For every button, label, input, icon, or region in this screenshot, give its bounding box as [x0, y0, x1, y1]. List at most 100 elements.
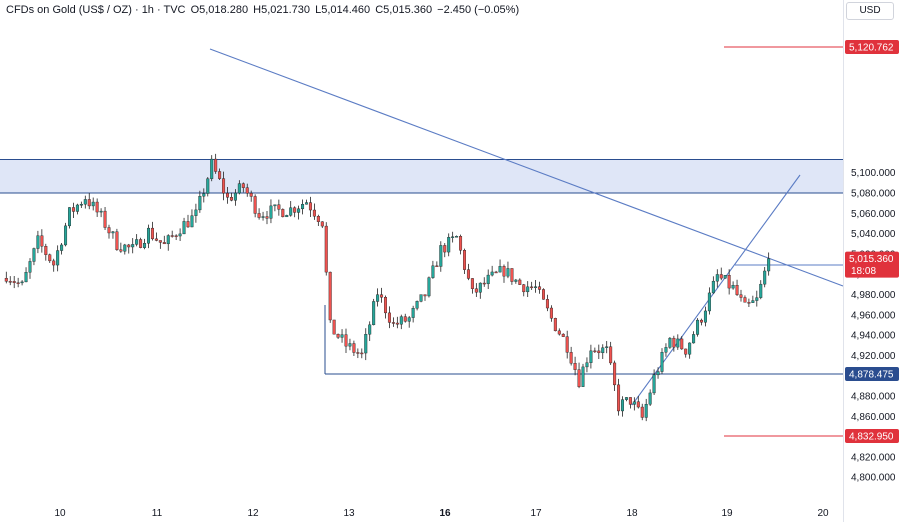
candle-body	[131, 244, 135, 248]
candle-body	[707, 292, 711, 312]
candle-body	[316, 216, 320, 222]
candle-body	[640, 406, 644, 418]
candle-body	[545, 299, 549, 309]
candle-body	[52, 260, 56, 266]
symbol-header[interactable]: CFDs on Gold (US$ / OZ) · 1h · TVC O5,01…	[6, 4, 521, 16]
price-tick-label: 5,100.000	[851, 168, 896, 179]
candle-body	[91, 201, 95, 207]
candle-body	[419, 294, 423, 302]
candle-body	[67, 207, 71, 227]
candle-body	[719, 274, 723, 279]
candle-body	[466, 269, 470, 279]
candle-body	[249, 192, 253, 197]
candle-body	[71, 207, 75, 212]
candle-body	[407, 317, 411, 322]
candle-body	[79, 203, 83, 206]
candle-body	[360, 352, 364, 355]
symbol-title[interactable]: CFDs on Gold (US$ / OZ) · 1h · TVC	[6, 4, 186, 16]
candle-body	[229, 197, 233, 201]
candle-body	[573, 363, 577, 370]
candle-body	[617, 384, 621, 412]
candle-body	[277, 204, 281, 210]
candle-body	[139, 239, 143, 248]
candle-body	[542, 289, 546, 300]
time-axis[interactable]: 10 11 12 13 16 17 18 19 20	[54, 508, 829, 519]
candle-body	[99, 210, 103, 213]
currency-selector[interactable]: USD	[846, 2, 894, 20]
candle-body	[257, 213, 261, 218]
candle-body	[202, 193, 206, 197]
candle-body	[664, 347, 668, 353]
candle-body	[285, 215, 289, 218]
price-tick-label: 4,860.000	[851, 412, 896, 423]
price-tick-label: 4,960.000	[851, 310, 896, 321]
candle-body	[597, 350, 601, 354]
candle-body	[636, 401, 640, 408]
close-value: C5,015.360	[375, 4, 433, 16]
candle-body	[494, 271, 498, 274]
candle-body	[553, 318, 557, 332]
candle-body	[652, 374, 656, 394]
candle-body	[218, 171, 222, 179]
candle-body	[206, 178, 210, 194]
candle-body	[680, 338, 684, 350]
candle-body	[170, 235, 174, 237]
candle-body	[372, 301, 376, 326]
candle-body	[455, 236, 459, 238]
candle-body	[696, 319, 700, 335]
candle-body	[24, 272, 28, 283]
candlestick-series	[4, 153, 771, 422]
candle-body	[237, 183, 241, 194]
candle-body	[273, 204, 277, 207]
candle-body	[95, 201, 99, 213]
time-tick-label: 18	[626, 508, 638, 519]
candle-body	[676, 338, 680, 348]
high-value: H5,021.730	[253, 4, 311, 16]
candle-body	[312, 209, 316, 217]
time-tick-label: 16	[439, 508, 451, 519]
candle-body	[518, 279, 522, 285]
candle-body	[225, 192, 229, 198]
candle-body	[352, 343, 356, 353]
price-label-text: 4,878.475	[849, 370, 894, 381]
candle-body	[261, 216, 265, 218]
price-label-text: 5,015.360	[849, 254, 894, 265]
candle-body	[743, 297, 747, 303]
candle-body	[150, 227, 154, 240]
change-value: −2.450 (−0.05%)	[437, 4, 520, 16]
candle-body	[723, 275, 727, 279]
candle-body	[324, 225, 328, 273]
candle-body	[395, 322, 399, 325]
candle-body	[222, 178, 226, 194]
candle-body	[609, 346, 613, 364]
candle-body	[522, 284, 526, 293]
candle-body	[435, 265, 439, 268]
candle-body	[384, 297, 388, 314]
candle-body	[308, 202, 312, 211]
candle-body	[569, 352, 573, 364]
candle-body	[763, 270, 767, 285]
candle-body	[119, 249, 123, 252]
candle-body	[107, 227, 111, 234]
candle-body	[443, 245, 447, 253]
candle-body	[391, 322, 395, 324]
time-tick-label: 10	[54, 508, 66, 519]
candle-body	[146, 227, 150, 244]
candle-body	[289, 207, 293, 216]
candle-body	[241, 183, 245, 188]
candle-body	[178, 233, 182, 237]
candle-body	[644, 404, 648, 418]
candle-body	[459, 236, 463, 251]
candle-body	[166, 235, 170, 245]
candle-body	[534, 286, 538, 288]
downtrend-line	[209, 48, 844, 287]
candle-body	[301, 204, 305, 210]
candle-body	[624, 397, 628, 400]
candle-body	[115, 231, 119, 250]
countdown-text: 18:08	[851, 266, 876, 277]
candle-body	[755, 297, 759, 301]
candle-body	[75, 204, 79, 212]
